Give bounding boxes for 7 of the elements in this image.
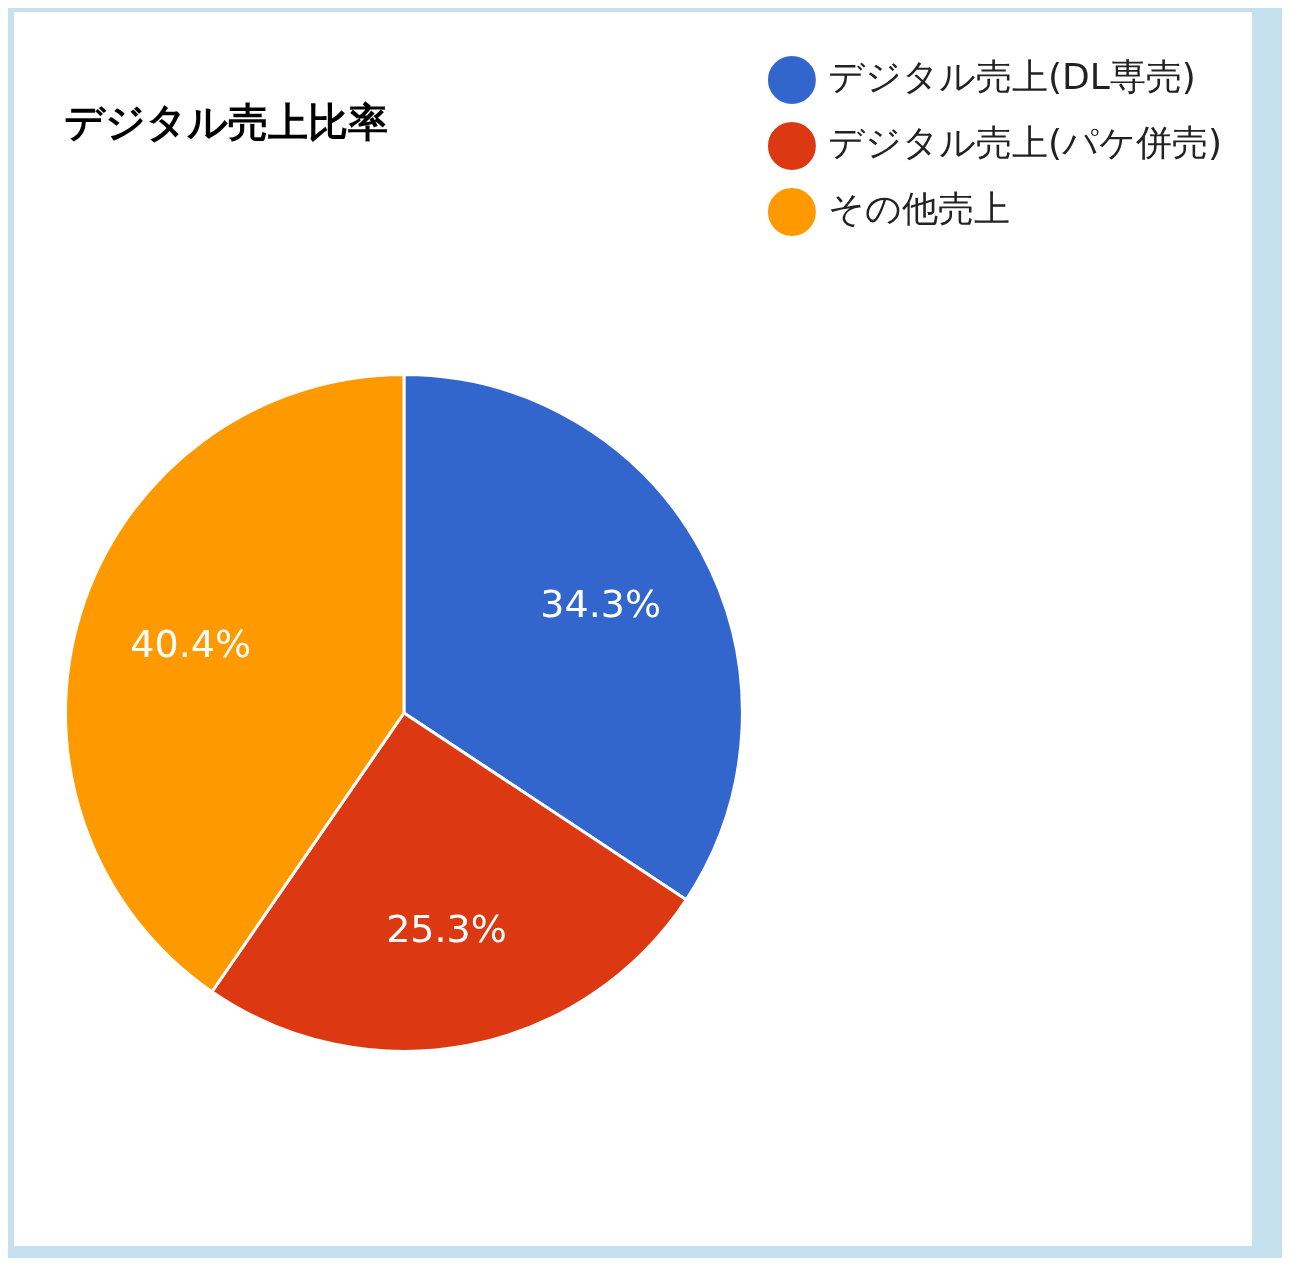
- text: デジタル売上比率: [64, 99, 388, 146]
- legend-label: その他売上: [827, 188, 1010, 230]
- data-label: 40.4%: [130, 621, 252, 666]
- data-label: 25.3%: [386, 907, 507, 952]
- legend-label: デジタル売上(DL専売): [827, 56, 1196, 98]
- legend-label: デジタル売上(パケ併売): [827, 122, 1222, 164]
- data-label: 34.3%: [540, 582, 662, 627]
